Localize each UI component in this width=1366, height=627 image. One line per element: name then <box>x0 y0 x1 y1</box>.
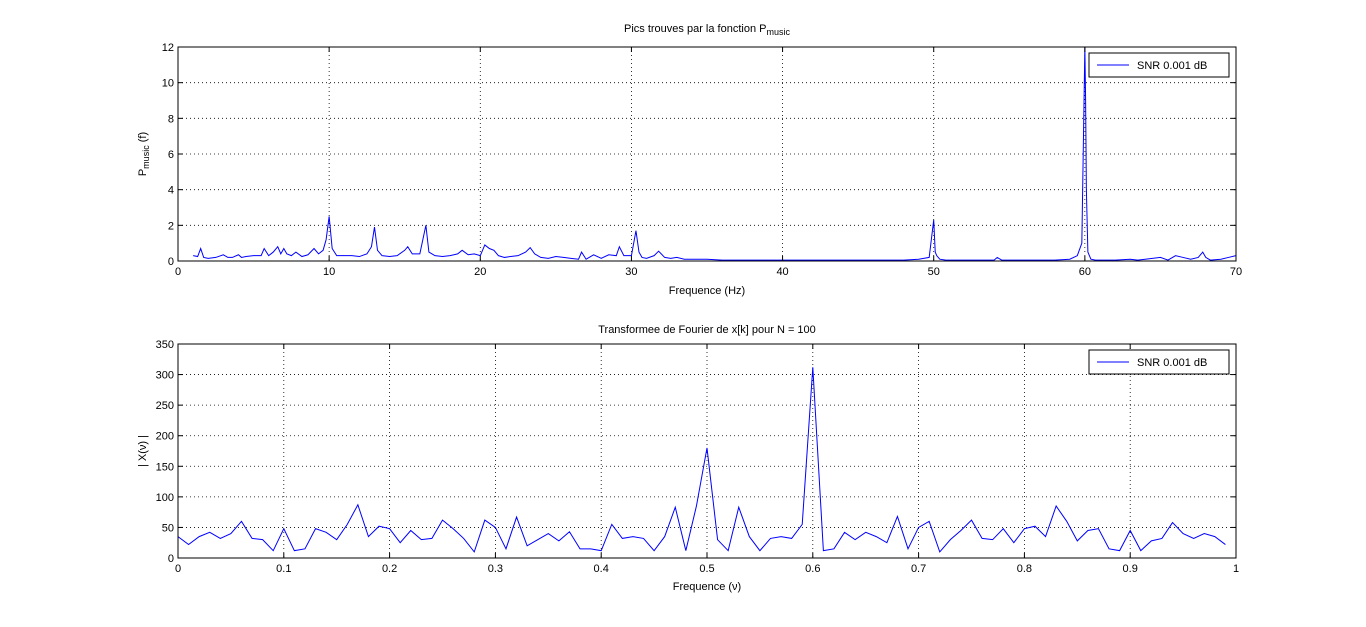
x-tick-label: 0.5 <box>699 563 714 575</box>
chart-title-subscript: music <box>766 27 790 37</box>
y-tick-label: 100 <box>156 492 174 504</box>
x-tick-label: 1 <box>1233 563 1239 575</box>
y-tick-label: 10 <box>162 78 174 90</box>
x-tick-label: 0.7 <box>911 563 926 575</box>
y-axis-label-main: | X(ν) | <box>137 435 149 467</box>
y-tick-label: 150 <box>156 461 174 473</box>
y-tick-label: 2 <box>168 220 174 232</box>
y-tick-label: 0 <box>168 256 174 268</box>
y-tick-label: 8 <box>168 113 174 125</box>
x-tick-label: 70 <box>1230 266 1242 278</box>
y-tick-label: 250 <box>156 400 174 412</box>
x-tick-label: 0.9 <box>1123 563 1138 575</box>
y-tick-label: 200 <box>156 431 174 443</box>
legend-entry: SNR 0.001 dB <box>1137 357 1207 369</box>
y-axis-label-suffix: (f) <box>137 132 149 145</box>
x-tick-label: 50 <box>928 266 940 278</box>
x-tick-label: 0.3 <box>488 563 503 575</box>
chart-title: Transformee de Fourier de x[k] pour N = … <box>598 324 816 336</box>
y-tick-label: 50 <box>162 522 174 534</box>
chart-fourier: 0 0.1 0.2 0.3 0.4 0.5 0.6 0.7 0.8 0.9 1 0 50 100 150 20… <box>137 324 1239 593</box>
y-axis-label-main: P <box>137 169 149 176</box>
x-tick-label: 0.6 <box>805 563 820 575</box>
chart-pmusic: 0 10 20 30 40 50 60 70 0 2 4 6 8 10 12 Pics trouves par… <box>137 23 1242 297</box>
x-tick-label: 0 <box>175 563 181 575</box>
series-line-0 <box>193 46 1237 261</box>
y-axis-label-subscript: music <box>141 145 151 169</box>
x-tick-label: 0.4 <box>594 563 609 575</box>
x-tick-label: 0 <box>175 266 181 278</box>
x-axis-label: Frequence (Hz) <box>669 285 745 297</box>
y-tick-label: 4 <box>168 185 174 197</box>
x-tick-label: 40 <box>776 266 788 278</box>
x-tick-label: 0.2 <box>382 563 397 575</box>
x-axis-label: Frequence (ν) <box>673 581 741 593</box>
x-tick-label: 60 <box>1079 266 1091 278</box>
x-tick-label: 0.8 <box>1017 563 1032 575</box>
y-tick-label: 6 <box>168 149 174 161</box>
y-tick-label: 300 <box>156 370 174 382</box>
legend: SNR 0.001 dB <box>1088 52 1230 78</box>
y-tick-label: 0 <box>168 553 174 565</box>
y-axis-label: | X(ν) | <box>137 435 149 467</box>
y-tick-label: 350 <box>156 339 174 351</box>
series-line-0 <box>177 367 1226 553</box>
chart-title-main: Pics trouves par la fonction P <box>624 23 766 35</box>
x-tick-label: 10 <box>323 266 335 278</box>
x-tick-label: 0.1 <box>276 563 291 575</box>
y-axis-label: Pmusic (f) <box>137 132 151 176</box>
chart-title: Pics trouves par la fonction Pmusic <box>624 23 790 37</box>
legend: SNR 0.001 dB <box>1088 349 1230 375</box>
y-tick-label: 12 <box>162 42 174 54</box>
x-tick-label: 30 <box>625 266 637 278</box>
legend-entry: SNR 0.001 dB <box>1137 60 1207 72</box>
chart-title-main: Transformee de Fourier de x[k] pour N = … <box>598 324 816 336</box>
x-tick-label: 20 <box>474 266 486 278</box>
